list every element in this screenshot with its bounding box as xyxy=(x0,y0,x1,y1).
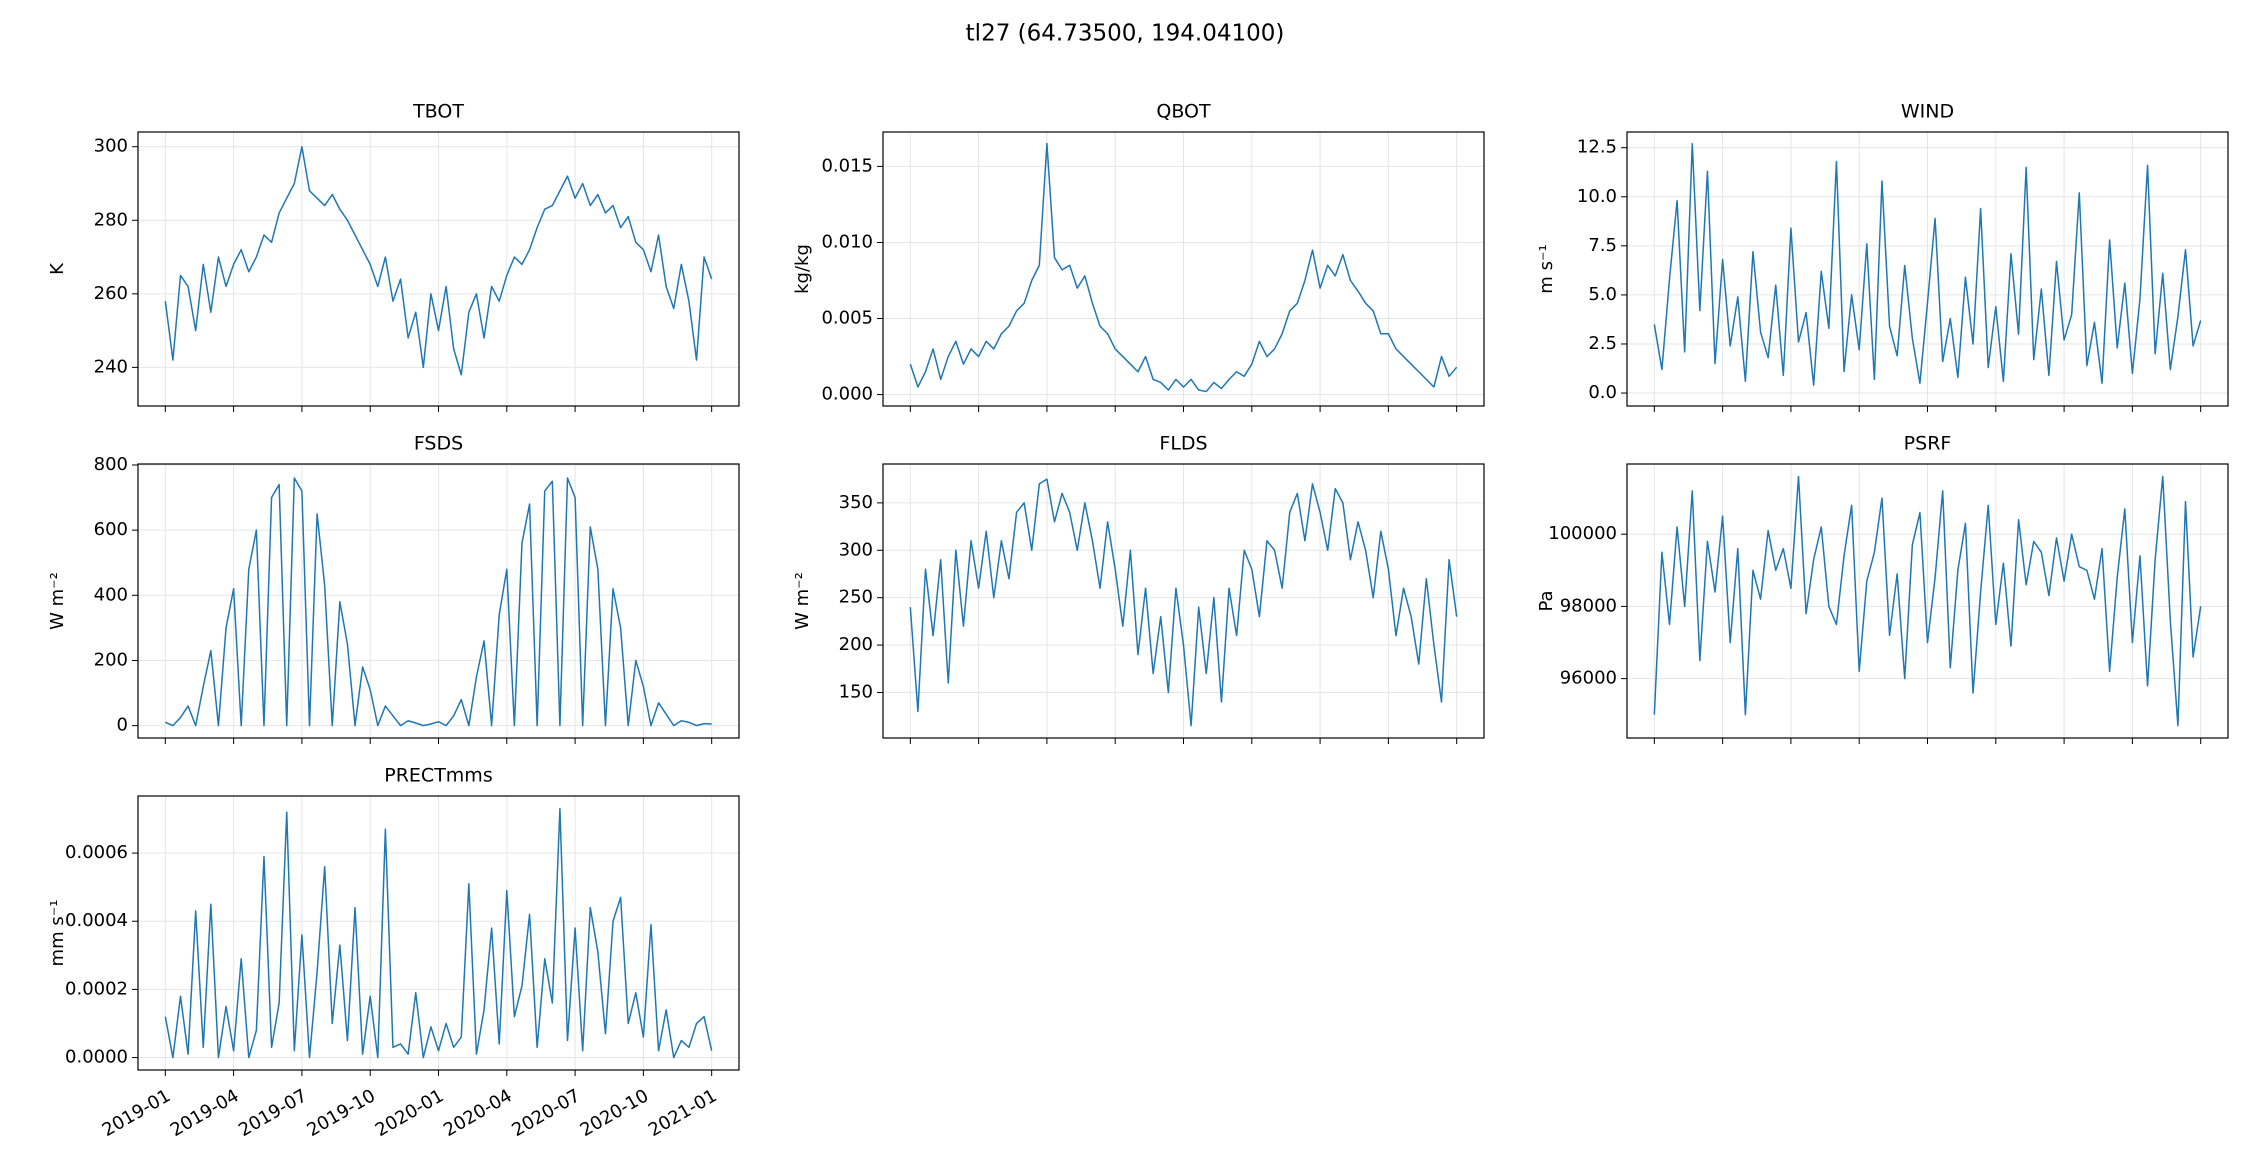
axes-frame xyxy=(137,463,740,739)
y-tick-label: 5.0 xyxy=(1588,284,1617,305)
axes-frame xyxy=(1626,131,2229,407)
y-tick-label: 0.0006 xyxy=(65,842,128,863)
y-tick-label: 200 xyxy=(94,649,128,670)
plot-area xyxy=(165,477,712,727)
data-line xyxy=(164,808,713,1059)
x-tick-label: 2019-04 xyxy=(167,1085,243,1141)
y-tick-label: 150 xyxy=(839,681,873,702)
y-tick-label: 0.0004 xyxy=(65,910,128,931)
y-tick-label: 280 xyxy=(94,209,128,230)
plot-area xyxy=(909,142,1458,393)
data-line xyxy=(164,145,713,376)
y-tick-label: 0.000 xyxy=(821,384,873,405)
x-tick-label: 2020-10 xyxy=(577,1085,653,1141)
y-tick-label: 0.010 xyxy=(821,231,873,252)
y-tick-label: 7.5 xyxy=(1588,235,1617,256)
x-tick-label: 2020-04 xyxy=(440,1085,516,1141)
x-tick-label: 2020-07 xyxy=(508,1085,584,1141)
panel-title: QBOT xyxy=(1156,101,1211,123)
x-tick-label: 2021-01 xyxy=(645,1085,721,1141)
y-tick-label: 2.5 xyxy=(1588,333,1617,354)
y-tick-label: 200 xyxy=(839,634,873,655)
y-tick-label: 0.005 xyxy=(821,308,873,329)
x-tick-label: 2019-10 xyxy=(303,1085,379,1141)
x-tick-label: 2019-07 xyxy=(235,1085,311,1141)
plot-area xyxy=(1653,475,2202,727)
panel-title: PSRF xyxy=(1904,433,1952,455)
y-axis-label: mm s⁻¹ xyxy=(47,900,68,967)
y-axis-label: W m⁻² xyxy=(792,572,813,630)
x-tick-label: 2019-01 xyxy=(99,1085,175,1141)
panel-title: WIND xyxy=(1901,101,1954,123)
y-tick-label: 98000 xyxy=(1560,595,1617,616)
data-line xyxy=(909,478,1458,727)
y-tick-label: 400 xyxy=(94,584,128,605)
y-tick-label: 10.0 xyxy=(1577,186,1617,207)
y-tick-label: 240 xyxy=(94,356,128,377)
y-tick-label: 260 xyxy=(94,283,128,304)
y-axis-label: Pa xyxy=(1536,590,1557,611)
y-tick-label: 0.0 xyxy=(1588,382,1617,403)
y-tick-label: 300 xyxy=(94,136,128,157)
y-tick-label: 350 xyxy=(839,492,873,513)
y-tick-label: 250 xyxy=(839,587,873,608)
panel-title: FSDS xyxy=(414,433,463,455)
data-line xyxy=(165,477,712,727)
panel-title: TBOT xyxy=(412,101,464,123)
y-tick-label: 0.0000 xyxy=(65,1047,128,1068)
axes-frame xyxy=(137,131,740,407)
y-tick-label: 96000 xyxy=(1560,668,1617,689)
y-tick-label: 300 xyxy=(839,539,873,560)
plot-area xyxy=(1653,143,2202,386)
y-tick-label: 0.015 xyxy=(821,155,873,176)
axes-frame xyxy=(137,795,740,1071)
axes-frame xyxy=(882,131,1485,407)
y-axis-label: K xyxy=(47,262,68,275)
plot-area xyxy=(909,478,1458,727)
data-line xyxy=(1653,143,2202,386)
y-tick-label: 12.5 xyxy=(1577,137,1617,158)
y-tick-label: 600 xyxy=(94,519,128,540)
y-axis-label: m s⁻¹ xyxy=(1536,244,1557,293)
axes-frame xyxy=(1626,463,2229,739)
data-line xyxy=(909,142,1458,393)
y-axis-label: W m⁻² xyxy=(47,572,68,630)
y-axis-label: kg/kg xyxy=(792,244,813,294)
y-tick-label: 0 xyxy=(117,715,128,736)
x-tick-label: 2020-01 xyxy=(372,1085,448,1141)
plot-area xyxy=(164,145,713,376)
y-tick-label: 100000 xyxy=(1548,523,1617,544)
y-tick-label: 0.0002 xyxy=(65,978,128,999)
panel-title: FLDS xyxy=(1159,433,1207,455)
plot-area xyxy=(164,808,713,1059)
axes-frame xyxy=(882,463,1485,739)
panel-title: PRECTmms xyxy=(384,765,492,787)
y-tick-label: 800 xyxy=(94,454,128,475)
data-line xyxy=(1653,475,2202,727)
figure-title: tl27 (64.73500, 194.04100) xyxy=(966,21,1285,47)
